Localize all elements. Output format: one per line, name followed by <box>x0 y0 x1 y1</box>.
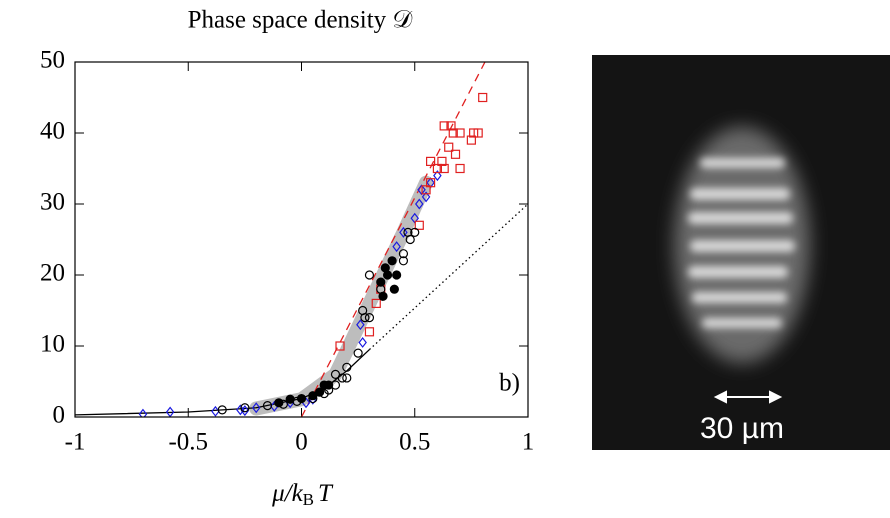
point <box>358 336 367 348</box>
point <box>426 178 436 188</box>
point <box>410 227 420 237</box>
point <box>285 394 295 404</box>
x-label-main: μ/k <box>271 480 303 507</box>
plot-frame <box>74 61 529 418</box>
x-tick-label: 0 <box>295 429 308 456</box>
point <box>466 135 476 145</box>
point <box>478 92 488 103</box>
point <box>450 149 461 159</box>
point <box>274 398 284 408</box>
y-tick-label: 10 <box>40 331 65 358</box>
x-axis-label: μ/kB T <box>271 480 334 509</box>
point <box>439 163 449 174</box>
scale-label: 30 µm <box>700 412 784 445</box>
x-tick-label: -0.5 <box>168 429 208 456</box>
fringes <box>688 158 795 328</box>
point <box>378 291 388 301</box>
point <box>433 170 442 182</box>
point <box>371 298 381 308</box>
point <box>138 408 148 417</box>
absorption-image: 30 µm <box>592 55 890 450</box>
point <box>455 128 465 138</box>
point <box>414 220 424 230</box>
point <box>364 270 375 280</box>
y-tick-label: 50 <box>40 47 65 74</box>
x-tick-label: 0.5 <box>399 429 430 456</box>
y-tick-label: 0 <box>53 402 66 429</box>
point <box>364 327 375 337</box>
point <box>392 241 401 253</box>
point <box>335 341 345 351</box>
point <box>330 369 341 379</box>
point <box>342 362 352 372</box>
y-tick-label: 30 <box>40 189 65 216</box>
point <box>421 191 431 203</box>
point <box>240 403 250 413</box>
point <box>439 121 449 131</box>
point <box>251 402 261 414</box>
x-tick-label: 1 <box>522 429 535 456</box>
point <box>356 319 365 331</box>
point <box>455 163 465 174</box>
y-tick-label: 20 <box>40 260 65 287</box>
scale-bar <box>713 390 783 404</box>
y-tick-label: 40 <box>40 118 65 145</box>
point <box>392 270 402 280</box>
point <box>358 305 368 316</box>
point <box>353 348 363 358</box>
plot: 0 10 20 30 40 50 -1 -0.5 0 0.5 1 <box>40 47 534 456</box>
panel-label: b) <box>499 370 520 397</box>
point <box>315 387 325 397</box>
point <box>376 277 386 287</box>
point <box>473 128 483 138</box>
point <box>296 393 307 404</box>
chart-title: Phase space density 𝒟 <box>188 7 413 34</box>
point <box>217 405 227 415</box>
x-label-sub: B <box>303 490 314 509</box>
point <box>405 234 415 245</box>
point <box>437 156 447 166</box>
data-area <box>75 62 528 417</box>
point <box>398 249 409 259</box>
point <box>398 256 409 266</box>
point <box>448 128 458 138</box>
point <box>324 380 334 390</box>
curve-dashed <box>300 62 486 417</box>
point <box>342 373 352 383</box>
point <box>415 198 424 210</box>
point <box>444 142 454 152</box>
x-label-tail: T <box>318 480 334 507</box>
point <box>364 313 375 323</box>
point <box>399 226 408 238</box>
point <box>240 405 250 417</box>
point <box>387 256 397 266</box>
x-tick-label: -1 <box>65 429 86 456</box>
point <box>262 401 273 411</box>
point <box>426 156 436 166</box>
point <box>382 270 393 280</box>
point <box>446 121 456 131</box>
point <box>389 284 399 294</box>
